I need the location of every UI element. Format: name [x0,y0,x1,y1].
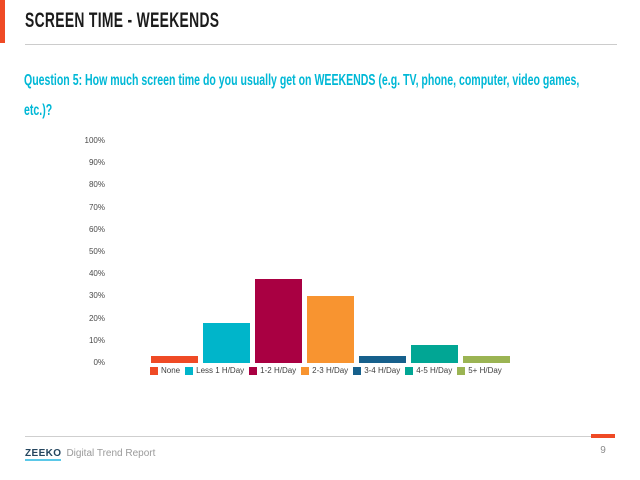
legend-label: 4-5 H/Day [416,366,453,375]
page-number: 9 [600,445,606,456]
question-text: Question 5: How much screen time do you … [24,66,640,126]
title-divider [25,44,617,45]
bar-2-3-h-day [307,296,354,363]
legend-swatch [353,366,362,375]
title-accent-bar [0,0,5,43]
legend-swatch [457,366,466,375]
question-line-1: Question 5: How much screen time do you … [24,72,580,89]
y-tick-label: 100% [84,136,105,145]
legend-item: None [150,366,180,375]
y-tick-label: 10% [88,335,105,345]
y-tick-label: 60% [88,224,105,234]
y-tick-label: 80% [88,180,105,190]
footer-accent-bar [591,434,615,438]
bar-none [151,356,198,363]
legend-item: 2-3 H/Day [301,366,348,375]
legend-item: 3-4 H/Day [353,366,400,375]
y-tick-label: 90% [88,158,105,168]
page-title: SCREEN TIME - WEEKENDS [25,9,220,32]
legend-item: Less 1 H/Day [185,366,244,375]
bar-less-1-h-day [203,323,250,363]
bar-1-2-h-day [255,279,302,363]
y-axis: 0% 10% 20% 30% 40% 50% 60% 70% 80% 90% 100% [55,137,105,367]
footer: ZEEKO Digital Trend Report [25,448,155,461]
zeeko-logo: ZEEKO [25,448,62,461]
legend-label: 2-3 H/Day [312,366,349,375]
bar-4-5-h-day [411,345,458,363]
legend-item: 5+ H/Day [457,366,502,375]
y-tick-label: 70% [88,202,105,212]
legend-item: 1-2 H/Day [249,366,296,375]
chart-legend: None Less 1 H/Day 1-2 H/Day 2-3 H/Day 3-4 H/… [150,366,507,375]
y-tick-label: 40% [88,269,105,279]
y-tick-label: 20% [88,313,105,323]
y-tick-label: 0% [93,358,105,367]
report-name: Digital Trend Report [66,448,156,459]
legend-swatch [185,366,194,375]
legend-label: 1-2 H/Day [260,366,297,375]
bar-3-4-h-day [359,356,406,363]
legend-swatch [405,366,414,375]
question-line-2: etc.)? [24,102,53,119]
legend-label: Less 1 H/Day [196,366,245,375]
y-tick-label: 50% [88,247,105,256]
legend-label: None [161,366,181,375]
y-tick-label: 30% [88,291,105,301]
legend-swatch [249,366,258,375]
bar-5+-h-day [463,356,510,363]
legend-swatch [301,366,310,375]
legend-label: 5+ H/Day [468,366,502,375]
legend-swatch [150,366,158,375]
legend-label: 3-4 H/Day [364,366,401,375]
footer-divider [25,436,591,437]
legend-item: 4-5 H/Day [405,366,452,375]
plot-area [151,141,512,363]
